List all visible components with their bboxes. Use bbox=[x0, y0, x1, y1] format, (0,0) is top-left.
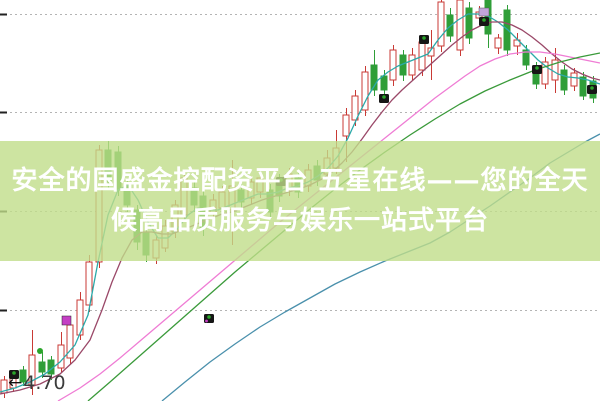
price-low-label: ← 4.70 bbox=[8, 372, 66, 394]
price-low-value: 4.70 bbox=[23, 372, 66, 394]
left-arrow-icon: ← bbox=[8, 373, 23, 393]
promo-overlay: 安全的国盛金控配资平台 五星在线——您的全天 候高品质服务与娱乐一站式平台 bbox=[0, 141, 600, 261]
promo-text-line2: 候高品质服务与娱乐一站式平台 bbox=[110, 206, 489, 236]
promo-text-line1: 安全的国盛金控配资平台 五星在线——您的全天 bbox=[11, 166, 589, 196]
markers-layer bbox=[9, 7, 597, 379]
